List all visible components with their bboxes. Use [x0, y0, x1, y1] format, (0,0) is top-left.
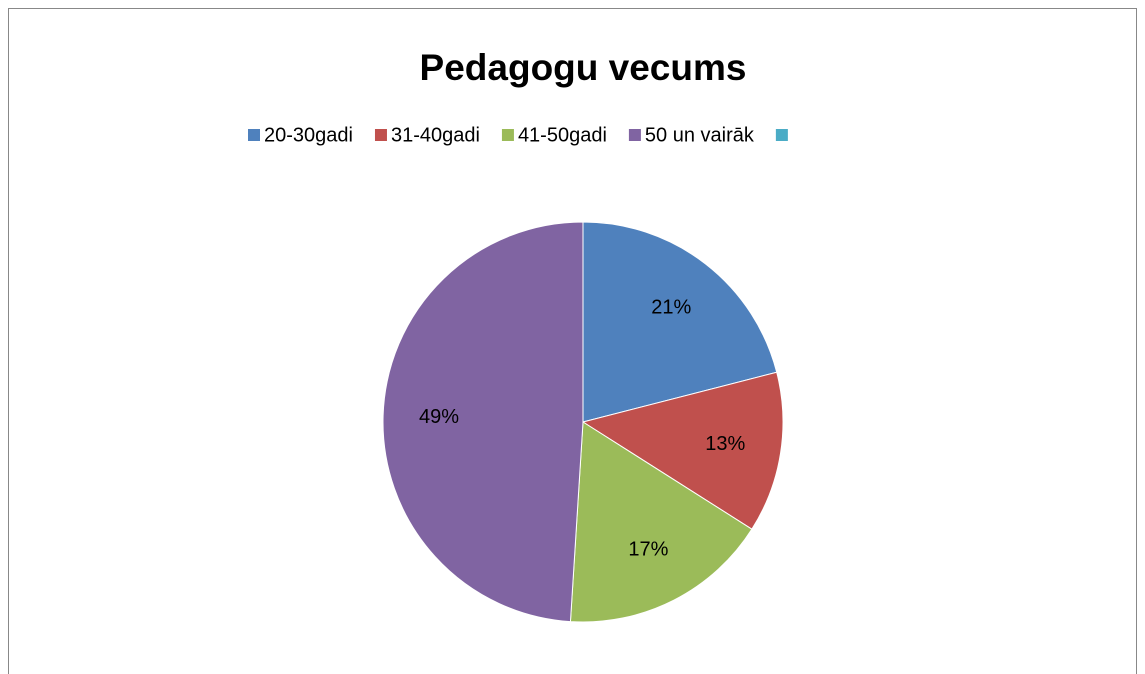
- legend-swatch: [501, 129, 514, 141]
- legend-swatch: [374, 129, 387, 141]
- legend-label: 31-40gadi: [391, 124, 480, 146]
- chart-frame: [8, 8, 1137, 674]
- pie-slice: [569, 421, 753, 623]
- chart-title: Pedagogu vecums: [420, 47, 747, 88]
- legend-label: 20-30gadi: [264, 124, 353, 146]
- pie-slice: [382, 221, 584, 623]
- legend-label: 41-50gadi: [518, 124, 607, 146]
- data-label: 13%: [705, 433, 745, 455]
- legend-label: 50 un vairāk: [645, 124, 755, 146]
- legend-swatch: [248, 129, 260, 141]
- pie-slice: [581, 371, 784, 530]
- legend-swatch: [775, 129, 788, 141]
- data-label: 17%: [628, 539, 668, 561]
- data-label: 49%: [419, 406, 459, 428]
- legend-swatch: [628, 129, 641, 141]
- pie-slice: [582, 221, 778, 423]
- data-label: 21%: [651, 296, 691, 318]
